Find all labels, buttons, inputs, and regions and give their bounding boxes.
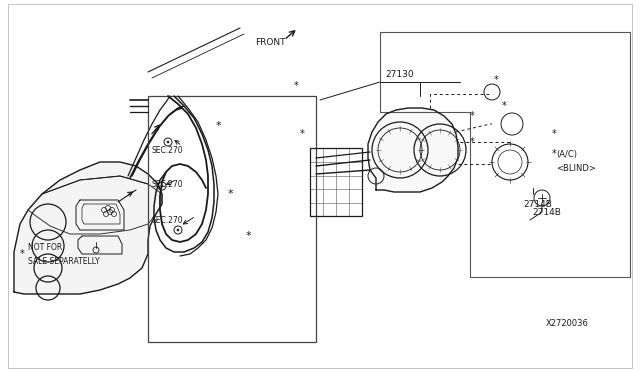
Text: 2714B: 2714B xyxy=(523,199,552,208)
Text: <BLIND>: <BLIND> xyxy=(556,164,596,173)
Text: *: * xyxy=(227,189,233,199)
Text: SEC.270: SEC.270 xyxy=(152,145,184,154)
Text: SEC.270: SEC.270 xyxy=(152,180,184,189)
Text: *: * xyxy=(502,101,506,111)
Text: *: * xyxy=(470,111,474,121)
Text: *: * xyxy=(470,137,474,147)
Text: SEC.270: SEC.270 xyxy=(152,215,184,224)
Text: *: * xyxy=(552,149,556,159)
Polygon shape xyxy=(368,108,458,192)
Bar xyxy=(310,148,362,216)
Text: FRONT: FRONT xyxy=(255,38,285,46)
Text: *: * xyxy=(215,121,221,131)
Text: *: * xyxy=(493,75,499,85)
Circle shape xyxy=(161,185,163,187)
Text: *: * xyxy=(20,249,24,259)
Text: *: * xyxy=(300,129,305,139)
Text: X2720036: X2720036 xyxy=(546,320,589,328)
Text: 2714B: 2714B xyxy=(532,208,561,217)
Text: *: * xyxy=(294,81,298,91)
Polygon shape xyxy=(14,162,162,294)
Text: SALE SEPARATELLY: SALE SEPARATELLY xyxy=(28,257,100,266)
Text: 27130: 27130 xyxy=(386,70,414,78)
Text: *: * xyxy=(552,129,556,139)
Text: (A/C): (A/C) xyxy=(556,150,577,158)
Text: *: * xyxy=(245,231,251,241)
Text: NOT FOR: NOT FOR xyxy=(28,244,62,253)
Circle shape xyxy=(167,141,169,143)
Circle shape xyxy=(177,229,179,231)
